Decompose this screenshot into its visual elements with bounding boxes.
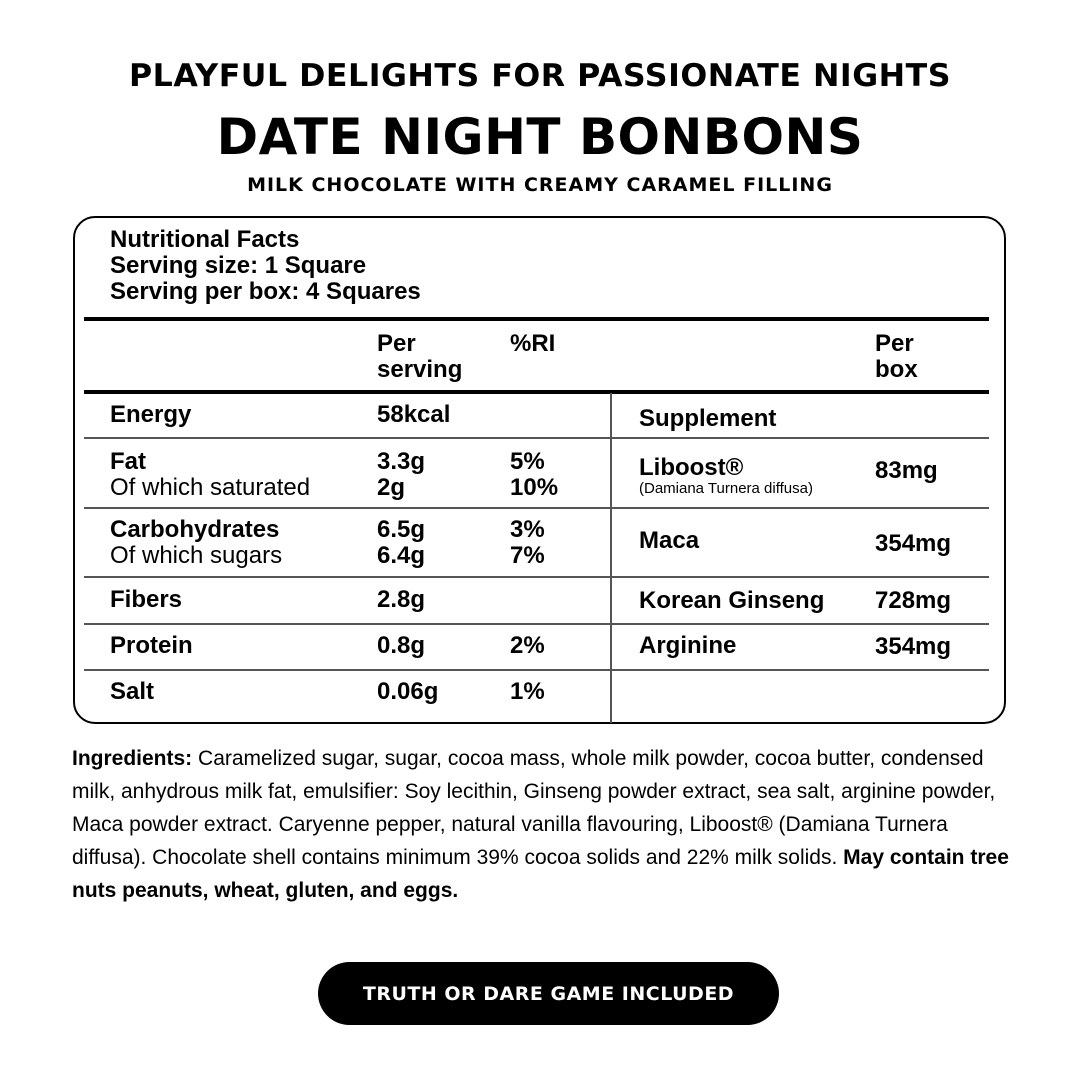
nutrition-facts-panel <box>73 216 1006 724</box>
nutrient-label: Carbohydrates <box>110 516 280 543</box>
row-divider <box>84 623 989 625</box>
nutrient-value: 6.5g <box>377 516 426 543</box>
nutrient-label: Fat <box>110 448 146 475</box>
ingredients-text: Ingredients: Caramelized sugar, sugar, c… <box>72 742 1012 907</box>
col-ri: %RI <box>510 330 556 357</box>
nutrient-sub-ri: 7% <box>510 542 545 569</box>
nutrient-value: 58kcal <box>377 401 451 428</box>
nutrient-value: 0.8g <box>377 632 426 659</box>
nutrient-ri: 2% <box>510 632 545 659</box>
nutrient-label: Protein <box>110 632 193 659</box>
nutrient-value: 2.8g <box>377 586 426 613</box>
supplement-note: (Damiana Turnera diffusa) <box>639 480 813 497</box>
supplement-heading: Supplement <box>639 405 777 432</box>
nutrient-sub-label: Of which saturated <box>110 474 311 501</box>
nutrient-value: 3.3g <box>377 448 426 475</box>
row-divider <box>84 507 989 509</box>
nutrient-ri: 5% <box>510 448 545 475</box>
nutrient-label: Fibers <box>110 586 183 613</box>
product-subtitle: MILK CHOCOLATE WITH CREAMY CARAMEL FILLI… <box>247 174 833 196</box>
nutrient-value: 0.06g <box>377 678 439 705</box>
ingredients-list: Caramelized sugar, sugar, cocoa mass, wh… <box>72 747 996 869</box>
supplement-label: Maca <box>639 527 700 554</box>
col-per-serving: Per serving <box>377 330 463 383</box>
supplement-value: 354mg <box>875 633 952 660</box>
serving-per-box: Serving per box: 4 Squares <box>110 278 421 305</box>
product-title: DATE NIGHT BONBONS <box>216 108 864 166</box>
nutrient-sub-value: 6.4g <box>377 542 426 569</box>
divider <box>84 317 989 321</box>
allergen-warning: May contain tree nuts peanuts, wheat, gl… <box>72 846 1009 902</box>
row-divider <box>84 437 989 439</box>
supplement-value: 354mg <box>875 530 952 557</box>
nutrient-label: Energy <box>110 401 192 428</box>
row-divider <box>84 576 989 578</box>
truth-or-dare-badge: TRUTH OR DARE GAME INCLUDED <box>318 962 779 1025</box>
row-divider <box>84 669 989 671</box>
serving-size: Serving size: 1 Square <box>110 252 367 279</box>
supplement-value: 728mg <box>875 587 952 614</box>
nutrient-sub-label: Of which sugars <box>110 542 283 569</box>
nutrient-ri: 1% <box>510 678 545 705</box>
col-per-box: Per box <box>875 330 918 383</box>
tagline: PLAYFUL DELIGHTS FOR PASSIONATE NIGHTS <box>128 58 951 94</box>
ingredients-label: Ingredients: <box>72 747 193 770</box>
supplement-label: Arginine <box>639 632 737 659</box>
nutrient-label: Salt <box>110 678 155 705</box>
nutrient-ri: 3% <box>510 516 545 543</box>
supplement-value: 83mg <box>875 457 938 484</box>
divider <box>84 390 989 394</box>
facts-heading: Nutritional Facts <box>110 226 300 253</box>
nutrient-sub-ri: 10% <box>510 474 559 501</box>
column-divider <box>610 393 612 723</box>
nutrient-sub-value: 2g <box>377 474 406 501</box>
supplement-label: Liboost® <box>639 454 744 481</box>
supplement-label: Korean Ginseng <box>639 587 825 614</box>
